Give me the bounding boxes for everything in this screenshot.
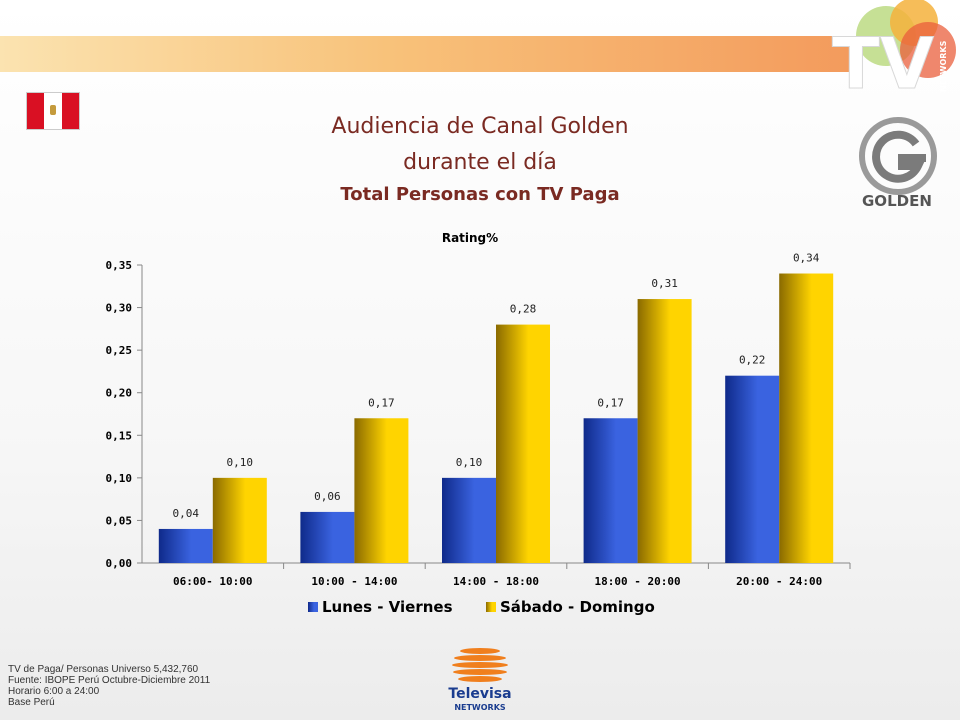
televisa-networks-logo: Televisa NETWORKS — [448, 648, 512, 712]
peru-flag-icon — [26, 92, 80, 130]
y-tick-label: 0,10 — [106, 472, 133, 485]
data-label: 0,31 — [651, 277, 678, 290]
bar-weekend — [354, 418, 409, 563]
y-tick-label: 0,20 — [106, 387, 133, 400]
svg-text:TV: TV — [832, 23, 934, 100]
data-label: 0,17 — [368, 396, 395, 409]
page-title-line-1: Audiencia de Canal Golden — [331, 114, 629, 139]
page-subtitle: Total Personas con TV Paga — [340, 184, 620, 205]
y-tick-label: 0,35 — [106, 259, 133, 272]
tv-networks-logo: TV NETWORKS — [832, 0, 956, 100]
svg-text:NETWORKS: NETWORKS — [939, 40, 948, 92]
x-tick-label: 20:00 - 24:00 — [736, 575, 822, 588]
legend-label: Lunes - Viernes — [322, 598, 453, 616]
data-label: 0,06 — [314, 490, 341, 503]
y-tick-label: 0,00 — [106, 557, 133, 570]
footer-notes: TV de Paga/ Personas Universo 5,432,760 … — [8, 664, 210, 708]
data-label: 0,34 — [793, 252, 820, 265]
svg-text:NETWORKS: NETWORKS — [454, 703, 506, 712]
bar-weekend — [779, 273, 834, 563]
data-label: 0,10 — [456, 456, 483, 469]
bar-weekend — [637, 299, 692, 563]
bar-weekend — [212, 477, 267, 563]
bar-weekday — [442, 477, 496, 563]
bar-weekday — [158, 528, 213, 563]
data-label: 0,10 — [227, 456, 254, 469]
page-title-line-2: durante el día — [403, 150, 557, 175]
bar-weekend — [496, 324, 550, 563]
data-label: 0,17 — [597, 396, 624, 409]
x-tick-label: 10:00 - 14:00 — [311, 575, 397, 588]
footer-note-2: Fuente: IBOPE Perú Octubre-Diciembre 201… — [8, 675, 211, 686]
x-tick-label: 14:00 - 18:00 — [453, 575, 539, 588]
bar-weekday — [725, 375, 780, 563]
legend-label: Sábado - Domingo — [500, 598, 655, 616]
y-tick-label: 0,05 — [106, 514, 133, 527]
golden-logo: GOLDEN — [859, 117, 937, 210]
x-tick-label: 18:00 - 20:00 — [595, 575, 681, 588]
y-tick-label: 0,25 — [106, 344, 133, 357]
svg-text:Televisa: Televisa — [448, 686, 511, 702]
chart-title: Rating% — [442, 231, 498, 245]
data-label: 0,28 — [510, 303, 537, 316]
x-tick-label: 06:00- 10:00 — [173, 575, 252, 588]
footer-note-1: TV de Paga/ Personas Universo 5,432,760 — [8, 664, 199, 675]
header-band — [0, 36, 860, 72]
svg-text:GOLDEN: GOLDEN — [862, 192, 932, 210]
footer-note-4: Base Perú — [8, 697, 55, 708]
y-tick-label: 0,30 — [106, 302, 133, 315]
legend-swatch — [308, 602, 318, 612]
bar-weekday — [300, 511, 355, 563]
footer-note-3: Horario 6:00 a 24:00 — [8, 686, 100, 697]
data-label: 0,04 — [173, 507, 200, 520]
data-label: 0,22 — [739, 354, 766, 367]
y-tick-label: 0,15 — [106, 429, 133, 442]
bar-weekday — [583, 418, 638, 563]
legend-swatch — [486, 602, 496, 612]
